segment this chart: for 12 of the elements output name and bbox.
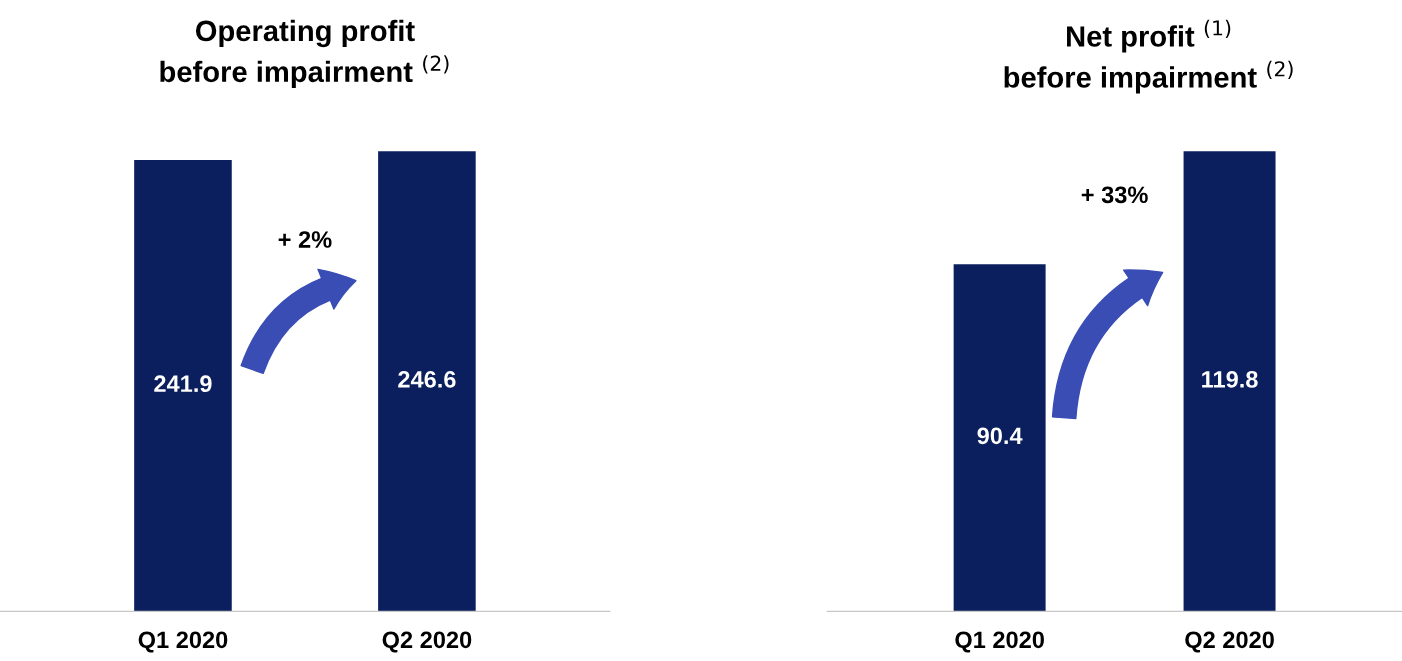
x-tick-label: Q1 2020: [138, 631, 228, 653]
chart-title: Operating profit before impairment $^{(2)}$: [160, 19, 449, 88]
x-tick-label: Q1 2020: [955, 631, 1044, 653]
annotation: + 2%: [278, 231, 332, 248]
data-label: 90.4: [977, 427, 1023, 445]
x-tick-label: Q2 2020: [382, 631, 472, 653]
chart-title: Net profit $^{(1)}$ before impairment $^{(2)}$: [1004, 19, 1293, 94]
x-tick-label: Q2 2020: [1185, 631, 1274, 653]
annotation: + 33%: [1081, 186, 1148, 204]
data-label: 246.6: [398, 370, 456, 388]
data-label: 241.9: [154, 375, 212, 393]
data-label: 119.8: [1202, 370, 1258, 388]
